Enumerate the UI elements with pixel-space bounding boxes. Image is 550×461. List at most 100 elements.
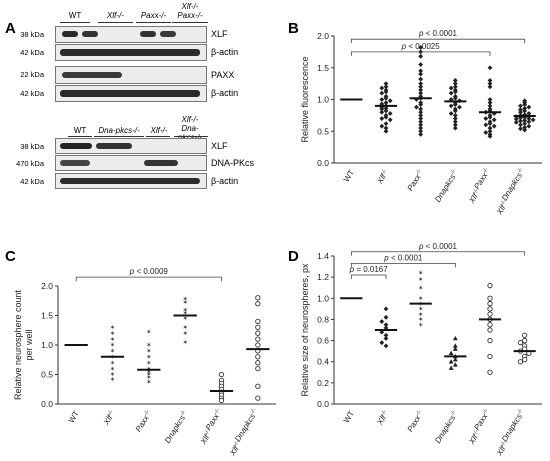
data-point	[518, 118, 523, 124]
data-point: ✶	[418, 294, 424, 302]
data-point: ✶	[146, 371, 152, 379]
data-point: ✶	[110, 341, 116, 349]
x-tick-label: Xlf-/-Paxx-/-	[464, 167, 495, 206]
data-point	[418, 112, 424, 118]
data-point	[530, 117, 536, 123]
data-point: ✶	[418, 321, 424, 329]
p-value-label: p < 0.0025	[401, 42, 441, 51]
data-point	[379, 109, 385, 115]
data-point	[448, 359, 454, 364]
data-point	[452, 95, 458, 101]
blot-band	[60, 143, 92, 149]
blot-header-xlf-dnapkcs: Xlf-/- Dna-pkcs-/-	[178, 115, 202, 142]
data-point: ✶	[418, 305, 424, 313]
data-point	[452, 119, 458, 125]
data-point: ✶	[110, 347, 116, 355]
y-axis-label-line: Relative neurosphere count	[13, 289, 23, 400]
x-tick-label-sup: -/-	[380, 168, 388, 176]
panel-letter-a: A	[5, 20, 16, 37]
p-value: < 0.0001	[423, 242, 457, 251]
data-point: ✶	[182, 299, 188, 307]
data-point	[414, 104, 419, 110]
data-point: ✶	[110, 359, 116, 367]
x-tick-label: Xlf-/-Dnapkcs-/-	[492, 167, 530, 217]
data-point	[452, 81, 458, 87]
data-point	[517, 340, 524, 346]
x-tick-label-sup: -/-	[500, 199, 508, 207]
y-tick-label: 1.5	[41, 311, 53, 321]
p-value: < 0.0009	[134, 267, 168, 276]
p-value-label: p < 0.0009	[129, 267, 169, 276]
x-tick-label-sup: -/-	[450, 409, 458, 417]
blot-strip-actin	[55, 44, 207, 61]
y-tick-label: 1.0	[317, 293, 329, 303]
x-tick-label: WT	[342, 409, 356, 424]
data-point: ✶	[146, 353, 152, 361]
data-point	[379, 90, 385, 96]
data-point	[255, 354, 261, 360]
data-point	[448, 103, 454, 109]
x-tick-label: Xlf-/-Dnapkcs-/-	[225, 408, 263, 458]
p-value: < 0.0001	[423, 29, 457, 38]
data-point: ✶	[146, 378, 152, 386]
data-point	[526, 104, 532, 110]
data-point	[483, 130, 489, 135]
data-point	[448, 111, 454, 116]
data-series	[487, 282, 493, 375]
x-tick-label-sup: -/-	[472, 429, 480, 437]
data-point	[487, 327, 493, 333]
header-underline	[174, 136, 208, 137]
y-tick-label: 0.8	[317, 314, 329, 324]
data-point	[452, 346, 458, 351]
data-point: ✶	[418, 275, 424, 283]
data-point: ✶	[182, 306, 188, 314]
data-point	[379, 116, 385, 121]
data-point	[513, 116, 519, 122]
data-point	[452, 112, 458, 118]
data-point	[383, 128, 389, 134]
blot-band	[160, 31, 176, 37]
blot-band	[60, 178, 200, 184]
x-tick-label-sup: -/-	[500, 440, 508, 448]
data-point	[448, 365, 454, 370]
kda-label: 38 kDa	[20, 142, 44, 151]
data-point	[218, 371, 225, 378]
y-axis-label: Relative size of neurospheres, px	[300, 263, 310, 397]
blot-band	[62, 31, 78, 37]
data-point	[418, 90, 424, 96]
data-point	[483, 116, 489, 121]
data-point	[418, 76, 424, 82]
data-series: ✶✶✶✶✶✶✶✶✶	[418, 269, 424, 329]
data-point	[418, 132, 424, 137]
data-series	[379, 306, 389, 349]
blot-header-xlf: Xlf-/-	[107, 11, 124, 20]
x-tick-label-sup: -/-	[415, 409, 423, 417]
data-point	[522, 337, 528, 344]
data-point	[418, 106, 424, 112]
data-point	[418, 87, 424, 93]
data-point	[379, 340, 385, 346]
blot-band	[60, 160, 90, 166]
panel-letter-c: C	[5, 248, 16, 265]
data-point	[418, 53, 424, 59]
data-point	[379, 85, 385, 91]
data-point	[487, 295, 493, 301]
blot-strip-dnapkcs	[55, 155, 207, 171]
y-axis-label: Relative fluorescence	[300, 56, 310, 142]
x-tick-label-sup: -/-	[516, 167, 524, 175]
data-point	[418, 125, 424, 131]
blot-strip-actin	[55, 173, 207, 189]
significance-bracket	[350, 38, 526, 44]
x-tick-label-sup: -/-	[482, 167, 490, 175]
data-point: ✶	[418, 316, 424, 324]
x-tick-label-sup: -/-	[450, 168, 458, 176]
data-point	[387, 117, 393, 123]
data-point	[418, 62, 424, 67]
data-point	[255, 295, 261, 301]
blot-label-actin: β-actin	[211, 176, 239, 186]
data-point: ✶	[418, 310, 424, 318]
blot-band	[62, 72, 122, 78]
data-point	[518, 126, 523, 132]
data-point	[518, 107, 523, 113]
blot-label-xlf: XLF	[211, 141, 228, 151]
